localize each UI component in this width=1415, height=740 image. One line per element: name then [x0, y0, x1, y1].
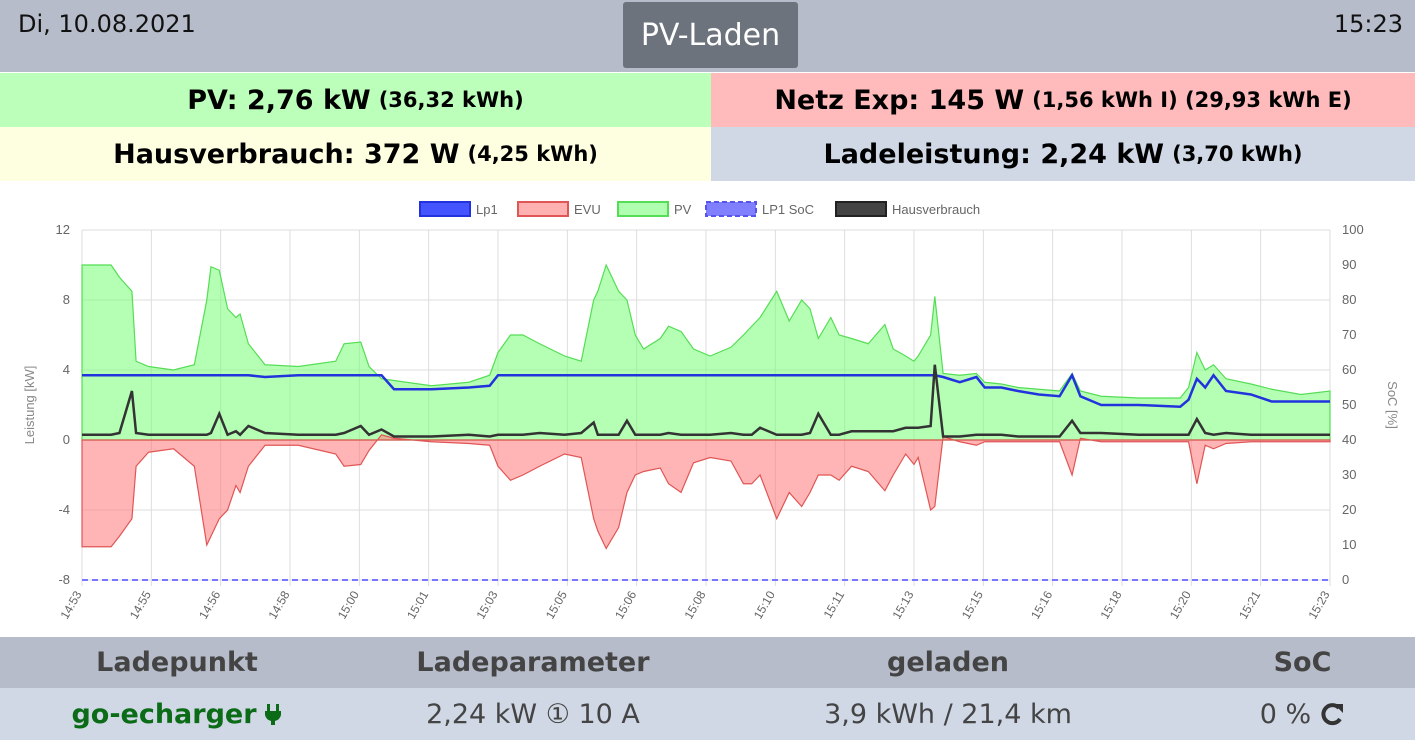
chargepoint-table-header: Ladepunkt Ladeparameter geladen SoC	[0, 637, 1415, 688]
grid-energy: (1,56 kWh I) (29,93 kWh E)	[1032, 88, 1352, 112]
chargepoint-name[interactable]: go-echarger	[0, 688, 354, 740]
legend-swatch-lp1-soc	[705, 201, 757, 217]
x-tick-label: 15:08	[681, 588, 708, 621]
house-summary: Hausverbrauch: 372 W (4,25 kWh)	[0, 127, 711, 181]
charge-power: Ladeleistung: 2,24 kW	[823, 138, 1165, 170]
y-tick-label: 0	[63, 432, 70, 447]
legend-swatch-pv	[617, 201, 669, 217]
grid-summary: Netz Exp: 145 W (1,56 kWh I) (29,93 kWh E…	[711, 73, 1415, 127]
charge-parameters[interactable]: 2,24 kW ① 10 A	[426, 698, 640, 730]
x-tick-label: 15:05	[543, 588, 570, 621]
legend-swatch-lp1	[419, 201, 471, 217]
x-tick-label: 15:03	[473, 588, 500, 621]
chargepoint-row: go-echarger 2,24 kW ① 10 A 3,9 kWh / 21,…	[0, 688, 1415, 740]
x-tick-label: 15:23	[1305, 588, 1332, 621]
charged-amount: 3,9 kWh / 21,4 km	[824, 698, 1072, 730]
x-tick-label: 14:53	[57, 588, 84, 621]
y2-tick-label: 80	[1342, 292, 1356, 307]
legend-label: LP1 SoC	[762, 202, 814, 217]
charge-mode-button[interactable]: PV-Laden	[623, 2, 798, 68]
y2-tick-label: 50	[1342, 397, 1356, 412]
pv-summary: PV: 2,76 kW (36,32 kWh)	[0, 73, 711, 127]
col-ladeparameter: Ladeparameter	[416, 647, 650, 678]
x-tick-label: 14:56	[196, 588, 223, 621]
y2-tick-label: 40	[1342, 432, 1356, 447]
x-tick-label: 15:10	[751, 588, 778, 621]
y-tick-label: 4	[63, 362, 70, 377]
x-tick-label: 15:16	[1028, 588, 1055, 621]
y2-tick-label: 100	[1342, 222, 1364, 237]
y2-tick-label: 0	[1342, 572, 1349, 587]
header-bar: Di, 10.08.2021 PV-Laden 15:23	[0, 0, 1415, 72]
series-hausverbrauch	[82, 364, 1330, 438]
legend-label: PV	[674, 202, 692, 217]
grid-power: Netz Exp: 145 W	[774, 84, 1025, 116]
col-geladen: geladen	[887, 647, 1009, 678]
series-lp1	[82, 372, 1330, 409]
y-tick-label: -8	[58, 572, 70, 587]
y-axis-label: Leistung [kW]	[22, 366, 37, 445]
x-tick-label: 14:55	[127, 588, 154, 621]
house-energy: (4,25 kWh)	[467, 142, 598, 166]
x-tick-label: 15:00	[335, 588, 362, 621]
soc-value: 0 %	[1259, 698, 1312, 730]
x-tick-label: 15:06	[612, 588, 639, 621]
y2-tick-label: 10	[1342, 537, 1356, 552]
soc-value-cell: 0 %	[1190, 688, 1415, 740]
time-display: 15:23	[1333, 10, 1403, 38]
legend-swatch-evu	[517, 201, 569, 217]
series-evu	[81, 434, 1331, 550]
x-tick-label: 15:01	[404, 588, 431, 621]
y-tick-label: -4	[58, 502, 70, 517]
y2-tick-label: 60	[1342, 362, 1356, 377]
legend-label: Hausverbrauch	[892, 202, 980, 217]
y2-tick-label: 70	[1342, 327, 1356, 342]
x-tick-label: 15:18	[1097, 588, 1124, 621]
col-soc: SoC	[1273, 647, 1332, 678]
pv-power: PV: 2,76 kW	[187, 84, 371, 116]
x-tick-label: 15:15	[959, 588, 986, 621]
x-tick-label: 15:13	[889, 588, 916, 621]
y-tick-label: 12	[56, 222, 70, 237]
y2-tick-label: 20	[1342, 502, 1356, 517]
legend-label: EVU	[574, 202, 601, 217]
charge-energy: (3,70 kWh)	[1172, 142, 1303, 166]
x-tick-label: 15:11	[821, 588, 848, 621]
y2-tick-label: 90	[1342, 257, 1356, 272]
y-tick-label: 8	[63, 292, 70, 307]
y2-axis-label: SoC [%]	[1385, 381, 1400, 429]
x-tick-label: 14:58	[265, 588, 292, 621]
house-power: Hausverbrauch: 372 W	[113, 138, 460, 170]
date-display: Di, 10.08.2021	[18, 10, 196, 38]
refresh-icon[interactable]	[1319, 701, 1345, 727]
pv-energy: (36,32 kWh)	[378, 88, 524, 112]
chargepoint-label: go-echarger	[71, 698, 257, 730]
x-tick-label: 15:21	[1236, 588, 1263, 621]
plug-icon	[264, 704, 281, 725]
y2-tick-label: 30	[1342, 467, 1356, 482]
legend-swatch-hausverbrauch	[835, 201, 887, 217]
legend-label: Lp1	[476, 202, 498, 217]
col-ladepunkt: Ladepunkt	[96, 647, 258, 678]
x-tick-label: 15:20	[1167, 588, 1194, 621]
charge-summary: Ladeleistung: 2,24 kW (3,70 kWh)	[711, 127, 1415, 181]
